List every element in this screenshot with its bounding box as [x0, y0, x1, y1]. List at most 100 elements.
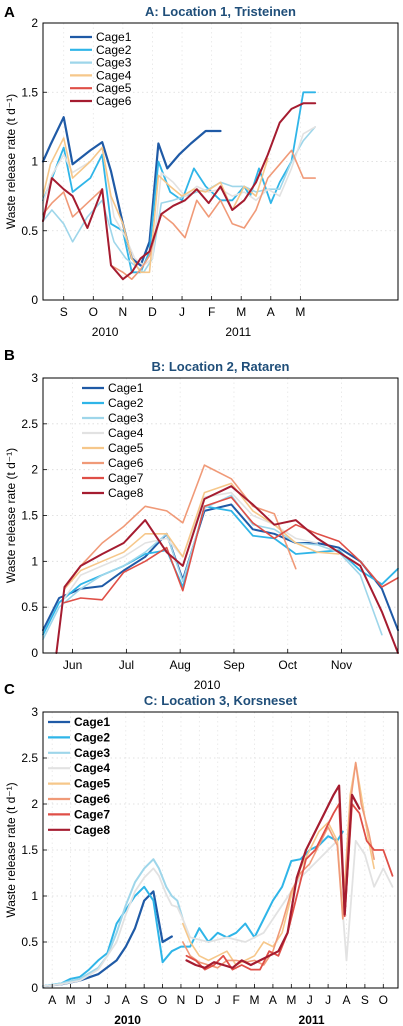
y-tick-label: 2 [31, 463, 38, 477]
series-line-cage4 [63, 491, 319, 599]
legend-label: Cage5 [96, 81, 132, 95]
y-tick-label: 3 [31, 371, 38, 385]
panel-letter: B [4, 347, 15, 364]
legend-label: Cage3 [96, 56, 132, 70]
x-tick-label: N [177, 993, 186, 1007]
panel-title: C: Location 3, Korsneset [144, 693, 298, 708]
series-line-cage6 [42, 149, 316, 280]
year-label: 2010 [92, 325, 119, 339]
x-tick-label: Jul [119, 658, 134, 672]
y-tick-label: 0 [31, 293, 38, 307]
series-line-cage2 [42, 91, 317, 274]
y-tick-label: 1 [31, 554, 38, 568]
panel-a: A A: Location 1, Tristeinen 0 0.5 1 1.5 2 S O N D J… [4, 4, 399, 339]
y-axis-label: Waste release rate (t d⁻¹) [4, 448, 18, 583]
x-tick-label: J [325, 993, 331, 1007]
x-tick-label: A [48, 993, 56, 1007]
y-tick-label: 2 [31, 16, 38, 30]
series-line-cage2 [42, 830, 344, 988]
x-tick-label: A [342, 993, 350, 1007]
x-tick-label: J [179, 305, 185, 319]
x-tick-label: M [286, 993, 296, 1007]
x-tick-label: A [122, 993, 130, 1007]
x-tick-label: A [269, 993, 277, 1007]
legend-label: Cage7 [74, 807, 110, 821]
series-line-cage3 [42, 126, 316, 274]
legend-label: Cage8 [74, 823, 110, 837]
x-tick-label: N [119, 305, 128, 319]
legend-label: Cage3 [74, 746, 110, 760]
year-label: 2010 [194, 678, 221, 692]
legend-label: Cage1 [108, 381, 144, 395]
x-tick-label: J [104, 993, 110, 1007]
y-tick-label: 3 [31, 705, 38, 719]
y-tick-label: 0.5 [21, 224, 38, 238]
legend-label: Cage1 [96, 30, 132, 44]
x-tick-label: F [232, 993, 239, 1007]
y-tick-label: 0 [31, 646, 38, 660]
series-line-cage3 [42, 858, 184, 988]
x-tick-label: S [140, 993, 148, 1007]
legend-label: Cage6 [96, 94, 132, 108]
panel-letter: A [4, 4, 15, 21]
year-label: 2011 [299, 1013, 325, 1026]
legend-label: Cage5 [108, 441, 144, 455]
legend-label: Cage3 [108, 411, 144, 425]
series-line-cage3 [42, 494, 383, 641]
panel-letter: C [4, 681, 15, 698]
legend-label: Cage5 [74, 777, 110, 791]
y-tick-label: 0 [31, 981, 38, 995]
series-line-cage7 [63, 496, 399, 604]
y-tick-label: 1.5 [21, 843, 38, 857]
series-line-cage5 [63, 482, 340, 590]
series-line-cage4 [42, 839, 394, 988]
y-tick-label: 2.5 [21, 751, 38, 765]
legend-label: Cage4 [108, 426, 144, 440]
legend-label: Cage4 [96, 68, 132, 82]
series-line-cage1 [42, 503, 399, 632]
x-tick-label: O [158, 993, 167, 1007]
series-line-cage5 [182, 761, 375, 966]
y-axis-label: Waste release rate (t d⁻¹) [4, 94, 18, 229]
x-tick-label: O [89, 305, 98, 319]
year-label: 2011 [225, 325, 251, 339]
legend-label: Cage2 [96, 43, 132, 57]
legend-label: Cage7 [108, 471, 144, 485]
series-line-cage6 [42, 102, 317, 281]
legend-label: Cage1 [74, 715, 110, 729]
panel-b: B B: Location 2, Rataren 0 0.5 1 1.5 2 2.5 3 Jun J… [4, 347, 399, 692]
legend-label: Cage6 [74, 792, 110, 806]
y-tick-label: 2 [31, 797, 38, 811]
y-tick-label: 0.5 [21, 935, 38, 949]
series-line-cage8 [55, 485, 399, 654]
y-axis-label: Waste release rate (t d⁻¹) [4, 782, 18, 917]
x-tick-label: J [307, 993, 313, 1007]
panel-title: B: Location 2, Rataren [152, 359, 290, 374]
x-tick-label: J [86, 993, 92, 1007]
x-tick-label: Aug [169, 658, 190, 672]
x-tick-label: M [66, 993, 76, 1007]
x-tick-label: F [208, 305, 215, 319]
y-tick-label: 0.5 [21, 600, 38, 614]
x-tick-label: D [148, 305, 157, 319]
series-line-cage7 [185, 803, 394, 971]
panel-title: A: Location 1, Tristeinen [145, 4, 296, 19]
y-tick-label: 1 [31, 155, 38, 169]
y-tick-label: 1 [31, 889, 38, 903]
legend-label: Cage2 [108, 396, 144, 410]
x-tick-label: O [379, 993, 388, 1007]
x-tick-label: S [60, 305, 68, 319]
x-tick-label: A [267, 305, 275, 319]
series-line-cage8 [185, 784, 361, 969]
x-tick-label: M [250, 993, 260, 1007]
legend-label: Cage6 [108, 456, 144, 470]
x-tick-label: Sep [223, 658, 245, 672]
legend-label: Cage2 [74, 730, 110, 744]
y-tick-label: 1.5 [21, 85, 38, 99]
x-tick-label: M [295, 305, 305, 319]
y-tick-label: 1.5 [21, 509, 38, 523]
x-tick-label: Jun [63, 658, 82, 672]
legend-label: Cage8 [108, 486, 144, 500]
